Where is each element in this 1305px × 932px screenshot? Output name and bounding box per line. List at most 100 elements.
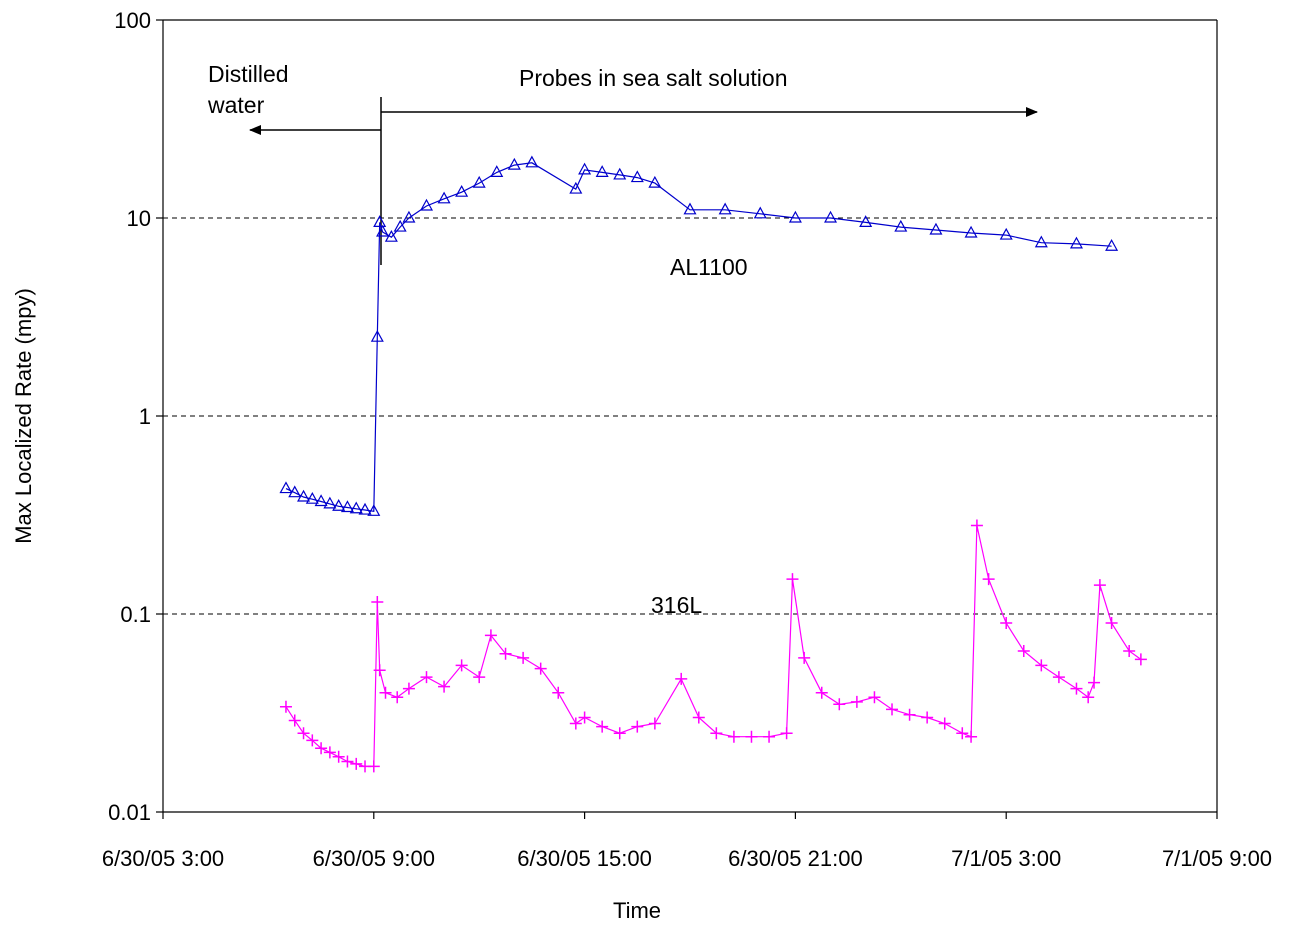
x-tick-label: 7/1/05 9:00 [1162, 846, 1272, 871]
data-point-316l [332, 750, 345, 763]
data-point-316l [763, 730, 776, 743]
data-point-al1100 [455, 184, 469, 197]
data-point-al1100 [578, 162, 592, 175]
data-point-316l [1123, 645, 1136, 658]
data-point-al1100 [595, 165, 609, 177]
y-tick-label: 10 [127, 206, 151, 231]
data-point-316l [552, 686, 565, 699]
data-point-316l [1082, 691, 1095, 704]
data-point-316l [631, 720, 644, 733]
data-point-al1100 [630, 170, 644, 183]
data-point-316l [786, 573, 799, 586]
data-point-316l [692, 711, 705, 724]
annotations: Distilled water Probes in sea salt solut… [207, 61, 1038, 618]
data-point-316l [596, 720, 609, 733]
data-point-316l [499, 647, 512, 660]
data-point-al1100 [305, 491, 319, 504]
data-point-316l [982, 573, 995, 586]
data-point-al1100 [507, 157, 521, 170]
data-point-al1100 [393, 219, 407, 232]
data-point-316l [534, 662, 547, 675]
data-point-316l [402, 682, 415, 695]
data-point-al1100 [613, 167, 627, 180]
data-point-al1100 [648, 175, 662, 188]
data-point-316l [517, 651, 530, 664]
data-point-316l [569, 717, 582, 730]
data-point-al1100 [279, 481, 293, 494]
data-point-316l [1088, 676, 1101, 689]
data-point-al1100 [288, 485, 302, 498]
data-point-al1100 [753, 206, 767, 219]
data-point-316l [315, 742, 328, 755]
data-point-316l [288, 714, 301, 727]
annotation-316l: 316L [651, 592, 702, 618]
data-point-316l [1000, 617, 1013, 630]
series-line-316l [285, 525, 1142, 768]
data-point-al1100 [929, 222, 943, 235]
data-point-al1100 [402, 210, 416, 223]
data-point-al1100 [340, 500, 354, 513]
data-point-316l [371, 595, 384, 608]
data-point-al1100 [490, 165, 504, 177]
gridlines [163, 217, 1217, 615]
x-axis-ticks: 6/30/05 3:00 6/30/05 9:00 6/30/05 15:00 6/3… [102, 812, 1272, 871]
data-point-316l [297, 727, 310, 740]
data-point-316l [727, 730, 740, 743]
data-point-al1100 [1034, 235, 1048, 248]
data-point-al1100 [859, 215, 873, 228]
data-point-316l [341, 755, 354, 768]
data-point-al1100 [332, 499, 346, 511]
data-point-316l [379, 686, 392, 699]
data-point-al1100 [367, 504, 381, 516]
data-point-316l [438, 680, 451, 693]
data-point-al1100 [376, 224, 390, 237]
x-tick-label: 6/30/05 9:00 [313, 846, 435, 871]
data-point-316l [473, 671, 486, 684]
data-point-316l [306, 734, 319, 747]
data-point-al1100 [437, 191, 451, 204]
data-point-al1100 [297, 489, 311, 502]
data-point-316l [1052, 671, 1065, 684]
y-tick-label: 1 [139, 404, 151, 429]
series-line-al1100 [285, 162, 1112, 512]
data-point-316l [350, 757, 363, 770]
annotation-al1100: AL1100 [670, 254, 748, 280]
series-316l [279, 519, 1147, 773]
data-point-316l [455, 659, 468, 672]
y-tick-label: 0.01 [108, 800, 151, 825]
data-point-316l [798, 651, 811, 664]
annotation-distilled-line1: Distilled [208, 61, 289, 87]
data-point-al1100 [373, 215, 387, 228]
data-point-al1100 [824, 210, 838, 223]
series-al1100 [279, 155, 1119, 516]
x-tick-label: 7/1/05 3:00 [951, 846, 1061, 871]
data-point-al1100 [718, 202, 732, 215]
data-point-al1100 [370, 329, 384, 342]
data-point-al1100 [314, 494, 328, 507]
data-point-316l [1070, 682, 1083, 695]
data-point-316l [323, 746, 336, 759]
y-axis-ticks: 0.01 0.1 1 10 100 [108, 8, 163, 825]
x-tick-label: 6/30/05 21:00 [728, 846, 863, 871]
data-point-316l [965, 730, 978, 743]
data-point-316l [903, 708, 916, 721]
data-point-al1100 [683, 202, 697, 215]
data-point-al1100 [349, 501, 363, 514]
x-tick-label: 6/30/05 15:00 [517, 846, 652, 871]
data-point-316l [970, 519, 983, 532]
annotation-sea-salt: Probes in sea salt solution [519, 65, 788, 91]
data-point-316l [484, 629, 497, 642]
data-point-316l [578, 711, 591, 724]
x-axis-title: Time [613, 898, 661, 923]
data-point-316l [780, 727, 793, 740]
data-point-316l [921, 711, 934, 724]
data-point-316l [886, 703, 899, 716]
data-point-316l [1105, 617, 1118, 630]
data-point-316l [1035, 659, 1048, 672]
data-point-al1100 [384, 229, 398, 242]
data-point-316l [367, 760, 380, 773]
data-point-316l [1017, 645, 1030, 658]
data-point-316l [956, 727, 969, 740]
y-axis-title: Max Localized Rate (mpy) [11, 288, 36, 544]
data-point-al1100 [525, 155, 539, 168]
